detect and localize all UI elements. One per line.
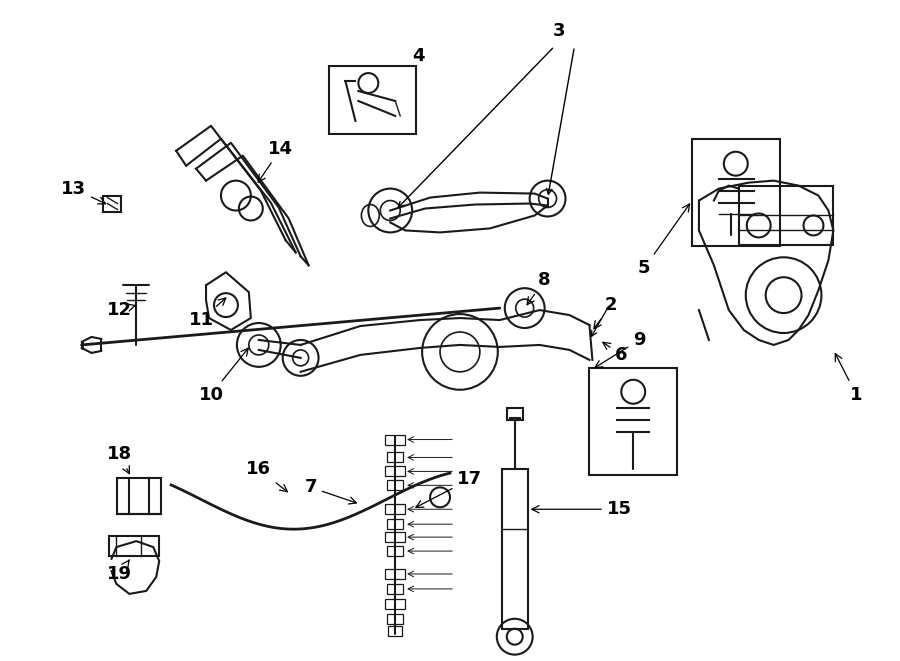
Bar [502, 469, 527, 629]
Text: 7: 7 [304, 479, 356, 504]
Text: 4: 4 [412, 47, 425, 65]
Bar [104, 196, 122, 212]
Text: 2: 2 [594, 296, 617, 329]
Text: 18: 18 [107, 446, 132, 474]
Bar [328, 66, 416, 134]
Text: 15: 15 [532, 500, 632, 518]
Text: 12: 12 [107, 301, 135, 319]
Bar [388, 626, 402, 636]
Text: 16: 16 [247, 461, 287, 492]
Text: 5: 5 [638, 204, 689, 277]
Bar [110, 536, 159, 556]
Bar [385, 599, 405, 609]
Bar [590, 368, 677, 475]
Text: 8: 8 [527, 271, 551, 305]
Bar [117, 479, 161, 514]
Text: 17: 17 [416, 471, 482, 508]
Bar [507, 408, 523, 420]
Bar [387, 453, 403, 463]
Bar [385, 467, 405, 477]
Text: 6: 6 [603, 342, 627, 364]
Text: 9: 9 [595, 331, 645, 368]
Bar [739, 186, 833, 245]
Bar [385, 434, 405, 444]
Text: 3: 3 [554, 22, 566, 40]
Text: 14: 14 [258, 139, 293, 182]
Bar [387, 481, 403, 490]
Text: 1: 1 [835, 354, 862, 404]
Bar [385, 504, 405, 514]
Bar [385, 569, 405, 579]
Text: 19: 19 [107, 560, 132, 583]
Text: 11: 11 [189, 298, 226, 329]
Bar [385, 532, 405, 542]
Bar [387, 519, 403, 529]
Bar [387, 614, 403, 624]
Text: 13: 13 [61, 180, 105, 204]
Bar [387, 584, 403, 594]
Text: 10: 10 [199, 348, 248, 404]
Bar [692, 139, 779, 247]
Bar [387, 546, 403, 556]
